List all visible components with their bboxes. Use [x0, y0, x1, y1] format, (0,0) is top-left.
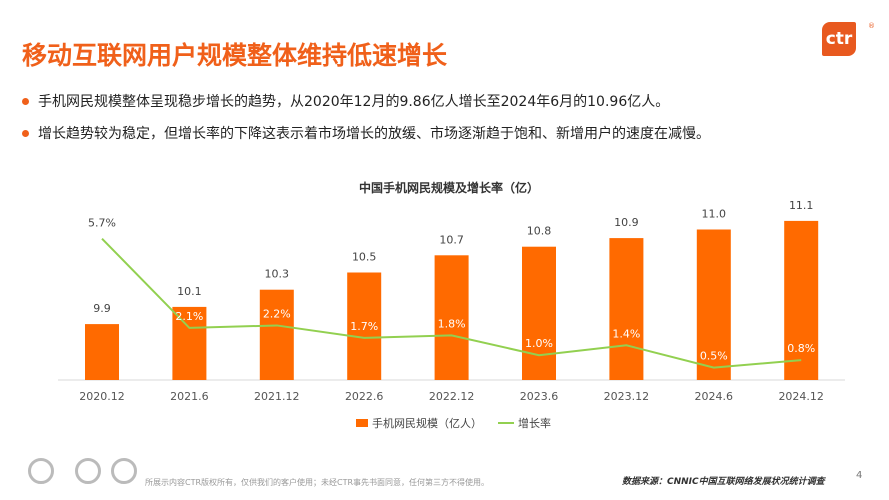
x-tick-label: 2020.12 [79, 390, 125, 403]
bar-value-label: 10.1 [177, 285, 202, 298]
sgs-badge-icon [75, 458, 101, 484]
bar [85, 324, 119, 380]
registered-icon: ® [868, 22, 875, 30]
x-tick-label: 2023.12 [604, 390, 650, 403]
bullet-2: 增长趋势较为稳定，但增长率的下降这表示着市场增长的放缓、市场逐渐趋于饱和、新增用… [22, 123, 710, 143]
x-tick-label: 2022.12 [429, 390, 475, 403]
line-value-label: 2.2% [263, 307, 291, 320]
page-number: 4 [856, 470, 863, 481]
bar [172, 306, 207, 380]
line-value-label: 2.1% [175, 310, 203, 323]
bar-value-label: 9.9 [93, 302, 111, 315]
x-tick-label: 2022.6 [345, 390, 384, 403]
sgs-badge-icon [111, 458, 137, 484]
line-value-label: 0.8% [787, 342, 815, 355]
bullet-1: 手机网民规模整体呈现稳步增长的趋势，从2020年12月的9.86亿人增长至202… [21, 91, 669, 111]
bar [347, 272, 382, 380]
x-tick-label: 2021.12 [254, 390, 300, 403]
x-tick-label: 2023.6 [520, 390, 559, 403]
page-title: 移动互联网用户规模整体维持低速增长 [22, 41, 448, 70]
line-value-label: 1.4% [612, 327, 640, 340]
bar [522, 246, 556, 380]
line-value-label: 1.7% [350, 320, 378, 333]
bar [784, 220, 819, 380]
legend-line-label: 增长率 [518, 416, 551, 430]
chart-title: 中国手机网民规模及增长率（亿） [359, 180, 539, 195]
ctr-logo: ctr [822, 22, 856, 56]
x-tick-label: 2024.6 [695, 390, 734, 403]
bar [434, 255, 469, 380]
line-value-label: 1.8% [438, 317, 466, 330]
x-tick-label: 2021.6 [170, 390, 209, 403]
bar-value-label: 11.0 [702, 208, 727, 221]
bar-value-label: 10.3 [265, 268, 290, 281]
legend-bar-swatch [356, 419, 368, 427]
line-value-label: 1.0% [525, 337, 553, 350]
bar [259, 289, 294, 380]
growth-rate-line [101, 237, 802, 369]
data-source: 数据来源：CNNIC中国互联网络发展状况统计调查 [622, 477, 825, 487]
disclaimer: 所展示内容CTR版权所有，仅供我们的客户使用；未经CTR事先书面同意，任何第三方… [145, 478, 490, 487]
bar-value-label: 10.5 [352, 251, 377, 264]
bar-value-label: 10.9 [614, 216, 639, 229]
x-tick-label: 2024.12 [778, 390, 824, 403]
line-value-label: 0.5% [700, 350, 728, 363]
sgs-badge-icon [28, 458, 54, 484]
bar-value-label: 10.8 [527, 225, 552, 238]
line-value-label: 5.7% [88, 217, 116, 230]
legend-bar-label: 手机网民规模（亿人） [372, 416, 482, 430]
bar [696, 229, 731, 380]
bar [609, 238, 644, 380]
bar-value-label: 10.7 [439, 233, 464, 246]
bar-value-label: 11.1 [789, 199, 814, 212]
